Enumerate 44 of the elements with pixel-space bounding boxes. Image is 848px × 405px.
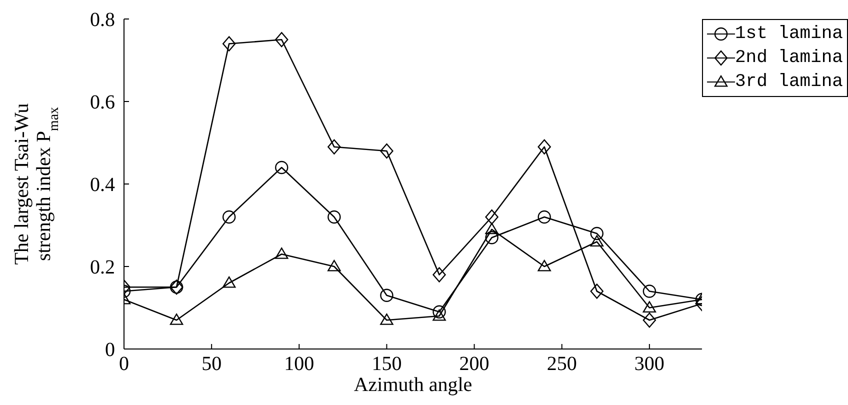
- y-tick-label: 0.8: [90, 9, 115, 32]
- point: [485, 222, 498, 234]
- x-tick-label: 150: [372, 353, 402, 376]
- y-tick-label: 0.2: [90, 256, 115, 279]
- point: [328, 260, 341, 272]
- y-tick-label: 0.6: [90, 92, 115, 114]
- point: [590, 226, 604, 240]
- x-tick-label: 100: [284, 353, 314, 376]
- x-axis-title: Azimuth angle: [354, 374, 472, 396]
- point: [485, 231, 498, 244]
- point: [538, 139, 551, 154]
- point: [380, 143, 394, 159]
- point: [432, 305, 446, 318]
- point: [275, 32, 288, 48]
- point: [222, 36, 236, 52]
- point: [485, 209, 498, 225]
- point: [432, 267, 446, 282]
- point: [380, 314, 394, 325]
- point: [170, 314, 184, 325]
- x-tick-label: 200: [459, 353, 490, 376]
- point: [275, 248, 288, 259]
- legend-label: 2nd lamina: [734, 48, 843, 68]
- point: [328, 139, 341, 154]
- point: [432, 309, 446, 321]
- point: [590, 235, 604, 247]
- x-tick-label: 300: [634, 353, 664, 376]
- legend-label: 3rd lamina: [734, 72, 843, 92]
- point: [642, 301, 656, 313]
- point: [590, 284, 604, 299]
- y-tick-label: 0.4: [90, 174, 115, 196]
- x-tick-label: 50: [202, 353, 222, 376]
- point: [380, 288, 394, 302]
- point: [538, 210, 551, 224]
- point: [538, 260, 551, 272]
- x-tick-label: 250: [546, 353, 577, 376]
- legend-label: 1st lamina: [734, 24, 843, 44]
- y-tick-label: 0: [105, 339, 115, 362]
- point: [642, 312, 656, 328]
- point: [222, 276, 236, 288]
- point: [328, 210, 341, 224]
- x-tick-label: 0: [119, 353, 129, 376]
- point: [642, 284, 656, 298]
- point: [222, 210, 236, 224]
- point: [275, 160, 288, 174]
